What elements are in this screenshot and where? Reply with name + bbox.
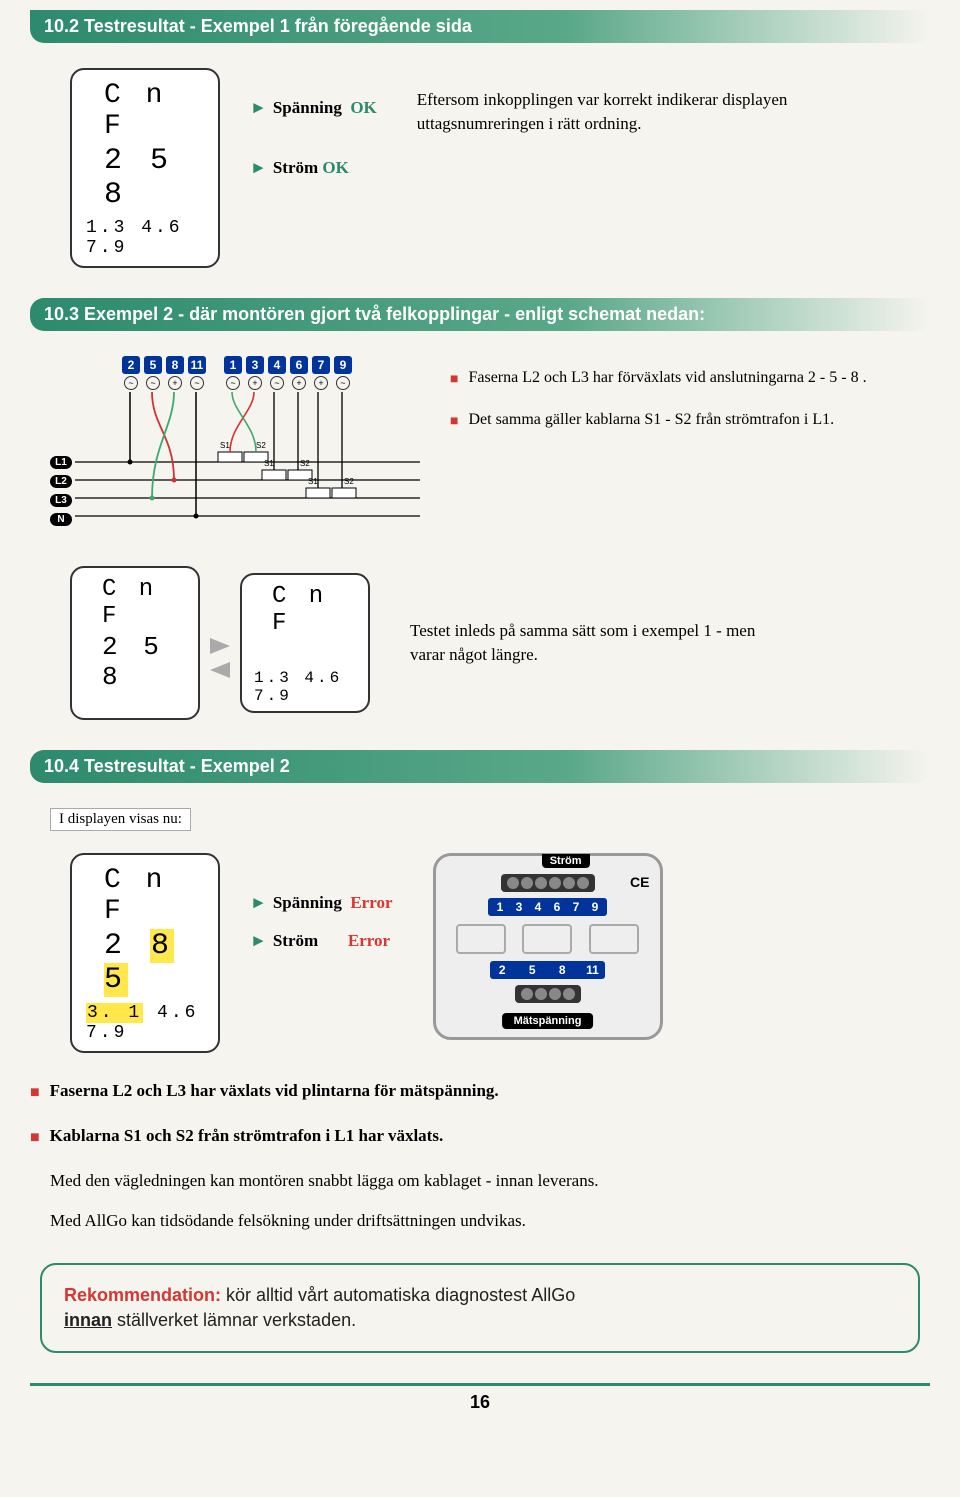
ce-mark-icon: CE bbox=[630, 874, 649, 890]
svg-text:S2: S2 bbox=[256, 441, 266, 450]
rec-underline: innan bbox=[64, 1310, 112, 1330]
bullet3-1: Kablarna S1 och S2 från strömtrafon i L1… bbox=[50, 1123, 444, 1150]
lcd1-line3: 1.3 4.6 7.9 bbox=[86, 218, 204, 258]
status-block-1: ►Spänning OK ►Ström OK bbox=[250, 98, 377, 186]
status1-sp-label: Spänning bbox=[273, 98, 342, 117]
lcd2b-l1: C n F bbox=[254, 583, 356, 637]
num-strip-top: 134679 bbox=[488, 898, 607, 916]
status2-st-val: Error bbox=[348, 931, 390, 950]
lcd1-line2: 2 5 8 bbox=[86, 144, 204, 212]
bullet3-0: Faserna L2 och L3 har växlats vid plinta… bbox=[50, 1078, 499, 1105]
lcd3-l3: 3. 1 4.6 7.9 bbox=[86, 1003, 204, 1043]
rec-keyword: Rekommendation: bbox=[64, 1285, 221, 1305]
lcd-2a: C n F 2 5 8 bbox=[70, 566, 200, 720]
bullet2-1: Det samma gäller kablarna S1 - S2 från s… bbox=[468, 408, 834, 432]
lcd-2b: C n F 1.3 4.6 7.9 bbox=[240, 573, 370, 713]
svg-text:S1: S1 bbox=[264, 459, 274, 468]
svg-text:S2: S2 bbox=[300, 459, 310, 468]
recommendation-box: Rekommendation: kör alltid vårt automati… bbox=[40, 1263, 920, 1353]
desc-1: Eftersom inkopplingen var korrekt indike… bbox=[417, 88, 797, 136]
device-top-label: Ström bbox=[542, 854, 590, 868]
lcd1-line1: C n F bbox=[86, 80, 204, 142]
body-text-1: Med den vägledningen kan montören snabbt… bbox=[50, 1168, 910, 1194]
status1-st-label: Ström bbox=[273, 158, 318, 177]
status2-sp-val: Error bbox=[350, 893, 392, 912]
wiring-svg: S1 S2 S1 S2 bbox=[50, 356, 430, 536]
status2-st-label: Ström bbox=[273, 931, 318, 950]
page-number: 16 bbox=[30, 1383, 930, 1413]
body-text-2: Med AllGo kan tidsödande felsökning unde… bbox=[50, 1208, 910, 1234]
lcd2a-l1: C n F bbox=[84, 576, 186, 630]
rec-t2: ställverket lämnar verkstaden. bbox=[112, 1310, 356, 1330]
lcd2b-l3: 1.3 4.6 7.9 bbox=[254, 669, 356, 705]
bullets-section-2: ■Faserna L2 och L3 har förväxlats vid an… bbox=[450, 366, 867, 536]
lcd-3: C n F 2 8 5 3. 1 4.6 7.9 bbox=[70, 853, 220, 1053]
section-header-10-3: 10.3 Exempel 2 - där montören gjort två … bbox=[30, 298, 930, 331]
lcd2a-l2: 2 5 8 bbox=[84, 632, 186, 692]
status1-st-val: OK bbox=[322, 158, 348, 177]
wiring-diagram: 2~5~8+11~1~3+4~6+7+9~ L1L2L3N bbox=[50, 356, 430, 536]
lcd3-l2: 2 8 5 bbox=[86, 929, 204, 997]
bullet2-0: Faserna L2 och L3 har förväxlats vid ans… bbox=[468, 366, 866, 390]
status1-sp-val: OK bbox=[350, 98, 376, 117]
lcd3-l1: C n F bbox=[86, 865, 204, 927]
lcd-display-1: C n F 2 5 8 1.3 4.6 7.9 bbox=[70, 68, 220, 268]
desc-2: Testet inleds på samma sätt som i exempe… bbox=[410, 619, 770, 667]
rec-t1: kör alltid vårt automatiska diagnostest … bbox=[221, 1285, 575, 1305]
term-strip-top bbox=[501, 874, 595, 892]
s2-title-text: 10.3 Exempel 2 - där montören gjort två … bbox=[44, 304, 705, 324]
section-header-10-2: 10.2 Testresultat - Exempel 1 från föreg… bbox=[30, 10, 930, 43]
status-block-2: ►Spänning Error ►Ström Error bbox=[250, 893, 393, 959]
svg-text:S1: S1 bbox=[308, 477, 318, 486]
status2-sp-label: Spänning bbox=[273, 893, 342, 912]
num-strip-bot: 25811 bbox=[490, 961, 605, 979]
device-panel: Ström CE 134679 25811 Mätspänning bbox=[433, 853, 663, 1040]
arrow-anim-icon bbox=[210, 604, 230, 682]
term-strip-bot bbox=[515, 985, 581, 1003]
svg-text:S2: S2 bbox=[344, 477, 354, 486]
sub-label-display: I displayen visas nu: bbox=[50, 808, 191, 831]
device-bot-label: Mätspänning bbox=[502, 1013, 594, 1029]
section-header-10-4: 10.4 Testresultat - Exempel 2 bbox=[30, 750, 930, 783]
svg-text:S1: S1 bbox=[220, 441, 230, 450]
